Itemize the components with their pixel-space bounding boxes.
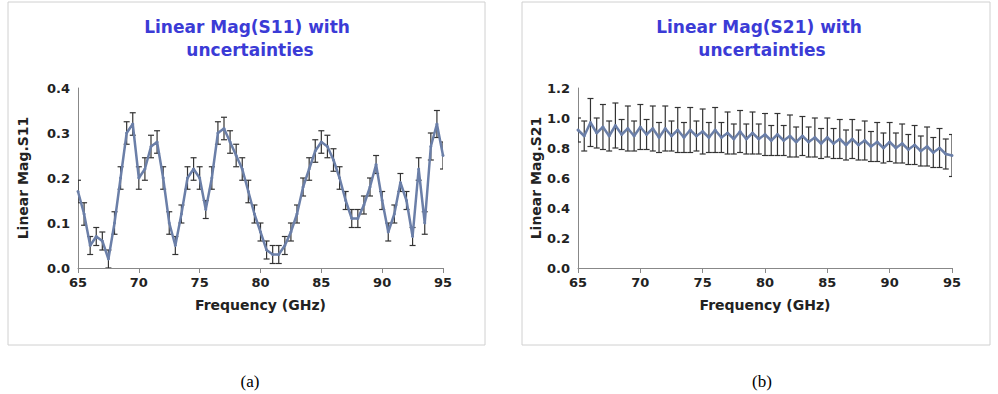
svg-text:0.1: 0.1 xyxy=(47,216,70,231)
svg-text:0.4: 0.4 xyxy=(47,81,70,96)
svg-text:85: 85 xyxy=(312,275,330,290)
svg-text:70: 70 xyxy=(130,275,148,290)
svg-text:85: 85 xyxy=(818,275,836,290)
svg-text:1.2: 1.2 xyxy=(547,81,570,96)
svg-text:Linear Mag(S21) with: Linear Mag(S21) with xyxy=(656,17,868,37)
svg-text:0.6: 0.6 xyxy=(547,171,570,186)
svg-text:1.0: 1.0 xyxy=(547,111,570,126)
svg-text:80: 80 xyxy=(251,275,269,290)
svg-text:80: 80 xyxy=(756,275,774,290)
svg-text:0.4: 0.4 xyxy=(547,201,570,216)
svg-text:uncertainties: uncertainties xyxy=(698,40,825,60)
svg-text:0.8: 0.8 xyxy=(547,141,570,156)
svg-text:0.3: 0.3 xyxy=(47,126,70,141)
svg-text:Linear Mag.S21: Linear Mag.S21 xyxy=(528,117,544,240)
svg-text:90: 90 xyxy=(373,275,391,290)
svg-text:90: 90 xyxy=(881,275,899,290)
svg-text:uncertainties: uncertainties xyxy=(186,40,313,60)
svg-text:0.2: 0.2 xyxy=(547,231,570,246)
svg-text:(b): (b) xyxy=(752,372,772,391)
svg-text:65: 65 xyxy=(69,275,87,290)
svg-text:Frequency (GHz): Frequency (GHz) xyxy=(700,297,831,313)
svg-text:(a): (a) xyxy=(241,372,260,391)
svg-text:75: 75 xyxy=(191,275,209,290)
svg-text:95: 95 xyxy=(434,275,452,290)
svg-text:Linear Mag(S11) with: Linear Mag(S11) with xyxy=(144,17,356,37)
svg-text:95: 95 xyxy=(943,275,961,290)
svg-text:75: 75 xyxy=(694,275,712,290)
svg-text:Linear Mag.S11: Linear Mag.S11 xyxy=(15,117,31,240)
svg-text:0.2: 0.2 xyxy=(47,171,70,186)
svg-text:Frequency (GHz): Frequency (GHz) xyxy=(195,297,326,313)
svg-text:0.0: 0.0 xyxy=(547,261,570,276)
svg-text:0.0: 0.0 xyxy=(47,261,70,276)
svg-text:65: 65 xyxy=(569,275,587,290)
svg-text:70: 70 xyxy=(631,275,649,290)
